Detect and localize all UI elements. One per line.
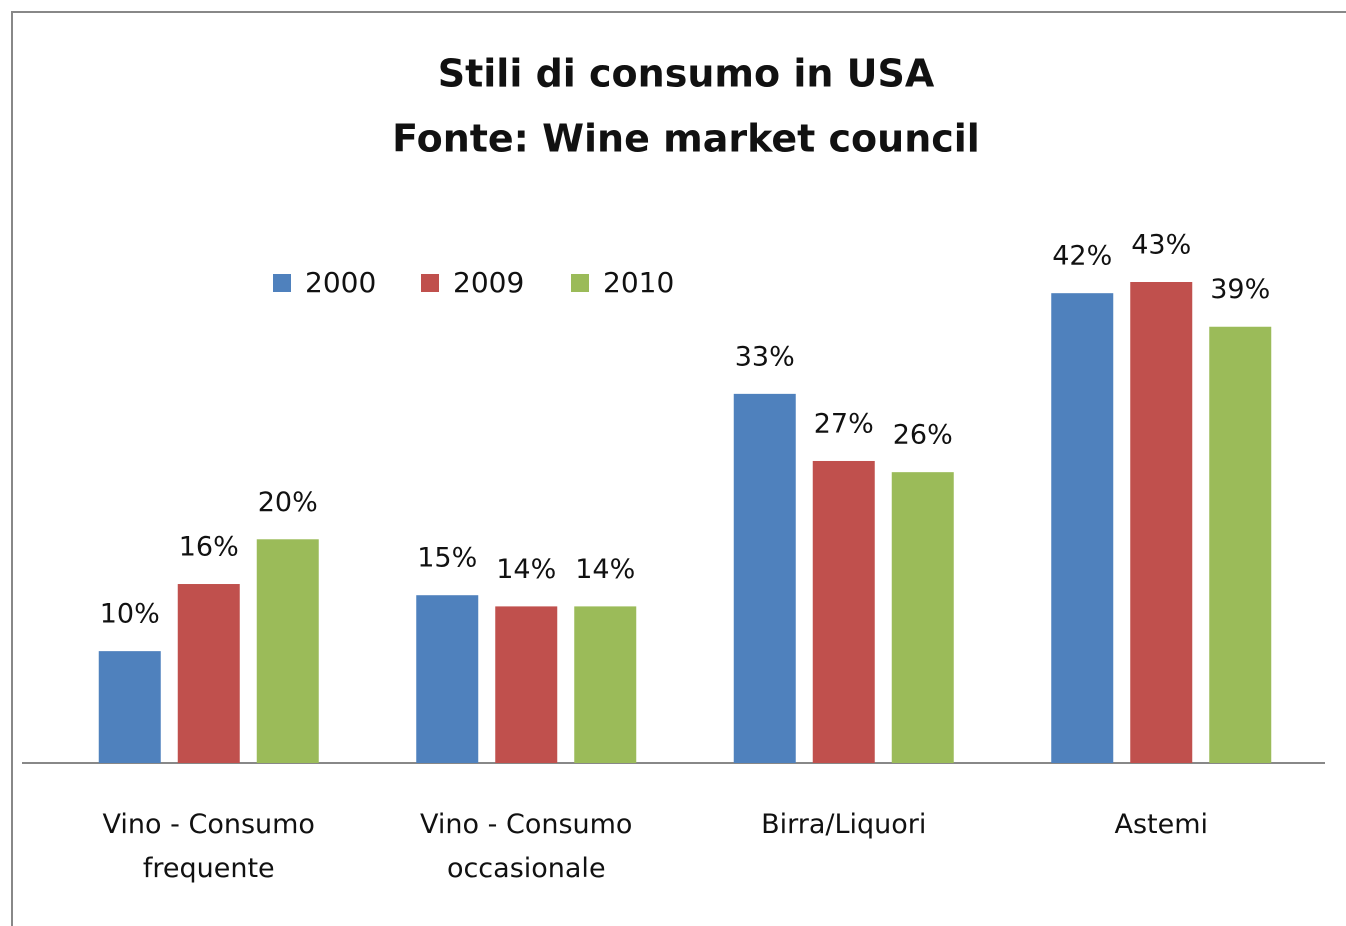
bar [98,651,161,763]
bar [416,595,479,763]
bar [812,460,875,763]
data-label: 33% [735,341,795,372]
data-label: 26% [893,420,953,451]
legend-swatch [421,274,439,292]
legend-label: 2010 [603,266,674,299]
data-label: 27% [814,408,874,439]
frame [11,11,1346,926]
x-tick-label: Astemi [1114,809,1209,840]
bar [495,606,558,763]
data-label: 39% [1210,274,1270,305]
legend-swatch [273,274,291,292]
bar [256,539,319,763]
chart-title: Stili di consumo in USA [438,52,935,96]
legend-label: 2000 [305,266,376,299]
bar [574,606,637,763]
bar [1130,282,1193,763]
legend-label: 2009 [453,266,524,299]
chart-subtitle: Fonte: Wine market council [392,117,980,161]
data-label: 16% [179,532,239,563]
bar [891,472,954,763]
bar [1051,293,1114,763]
x-tick-label: Birra/Liquori [761,809,927,840]
data-label: 20% [258,487,318,518]
data-label: 15% [417,543,477,574]
bar [1209,326,1272,763]
data-label: 42% [1052,241,1112,272]
bar [177,584,240,763]
bar [733,393,796,763]
legend-swatch [571,274,589,292]
x-tick-label: Vino - Consumo frequente [102,809,315,884]
data-label: 14% [575,554,635,585]
data-label: 10% [100,599,160,630]
x-tick-label: Vino - Consumo occasionale [420,809,633,884]
data-label: 14% [496,554,556,585]
data-label: 43% [1131,230,1191,261]
